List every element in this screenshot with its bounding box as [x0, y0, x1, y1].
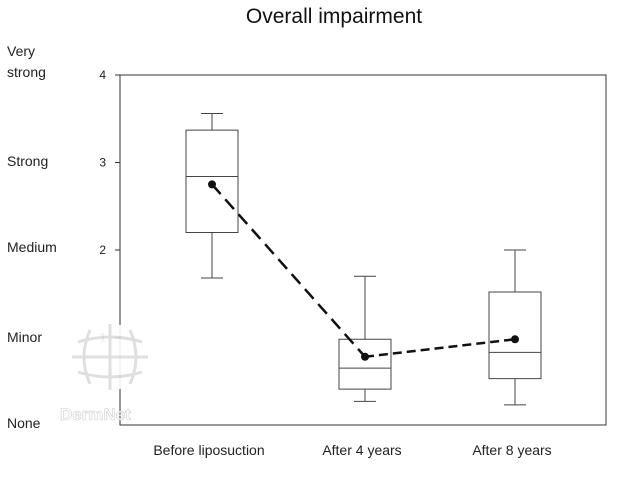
mean-segment-1 — [211, 183, 366, 358]
box-plots — [185, 113, 542, 406]
box-after-8-years — [488, 249, 542, 406]
y-axis-ticks: 1234 — [99, 68, 120, 345]
y-category-minor: Minor — [7, 329, 42, 345]
y-category-none: None — [7, 415, 41, 431]
y-category-labels: Very strong Strong Medium Minor None — [7, 43, 57, 431]
mean-point-3 — [511, 335, 519, 344]
dermnet-watermark: DermNet All about the skin — [60, 324, 152, 435]
mean-series — [208, 180, 519, 361]
mean-segment-2 — [364, 338, 516, 358]
y-tick-label-4: 4 — [99, 68, 106, 82]
watermark-brand: DermNet — [60, 405, 131, 424]
iqr-box — [338, 338, 392, 390]
chart-title: Overall impairment — [246, 5, 422, 28]
y-category-very-strong-line2: strong — [7, 64, 46, 80]
y-category-medium: Medium — [7, 239, 57, 255]
x-axis-labels: Before liposuction After 4 years After 8 y… — [153, 442, 551, 458]
x-label-before-liposuction: Before liposuction — [153, 442, 264, 458]
box-after-4-years — [338, 275, 392, 402]
x-label-after-8-years: After 8 years — [472, 442, 551, 458]
mean-point-1 — [208, 180, 216, 189]
y-tick-label-3: 3 — [99, 156, 106, 170]
y-tick-label-2: 2 — [99, 243, 106, 257]
x-label-after-4-years: After 4 years — [322, 442, 401, 458]
box-before-liposuction — [185, 113, 239, 279]
globe-icon — [68, 324, 152, 390]
y-category-strong: Strong — [7, 153, 48, 169]
mean-point-2 — [361, 352, 369, 361]
y-category-very-strong-line1: Very — [7, 43, 35, 59]
watermark-tagline: All about the skin — [66, 426, 129, 435]
